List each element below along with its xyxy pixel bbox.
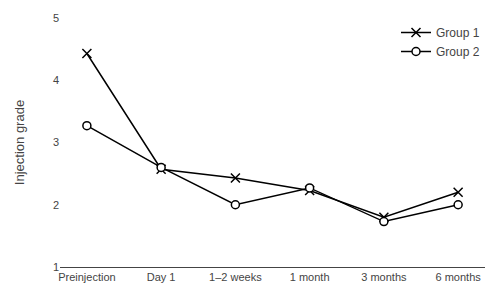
svg-text:1–2 weeks: 1–2 weeks xyxy=(209,271,262,283)
svg-text:2: 2 xyxy=(53,199,59,211)
svg-text:Group 2: Group 2 xyxy=(436,45,480,59)
svg-text:5: 5 xyxy=(53,12,59,24)
svg-text:6 months: 6 months xyxy=(436,271,482,283)
svg-text:Group 1: Group 1 xyxy=(436,26,480,40)
svg-text:1: 1 xyxy=(53,261,59,273)
svg-text:Injection grade: Injection grade xyxy=(12,100,27,185)
svg-text:Day 1: Day 1 xyxy=(147,271,176,283)
svg-text:Preinjection: Preinjection xyxy=(58,271,115,283)
svg-text:1 month: 1 month xyxy=(290,271,330,283)
svg-text:3: 3 xyxy=(53,136,59,148)
svg-text:3 months: 3 months xyxy=(361,271,407,283)
svg-text:4: 4 xyxy=(53,74,59,86)
